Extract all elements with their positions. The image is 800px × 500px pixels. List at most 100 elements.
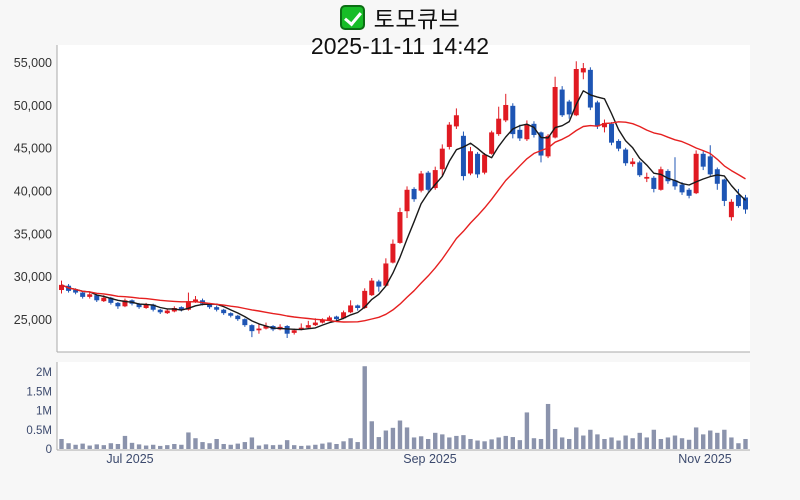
candle-up [305, 325, 311, 328]
candle-down [178, 307, 184, 310]
candle-up [482, 154, 488, 173]
volume-bar [101, 445, 107, 449]
candle-down [679, 184, 685, 193]
price-tick-label: 35,000 [14, 227, 52, 241]
price-tick-label: 40,000 [14, 185, 52, 199]
volume-bar [200, 442, 205, 449]
candle-down [411, 188, 417, 200]
volume-bar [228, 444, 233, 449]
candle-up [383, 263, 389, 286]
month-label: Sep 2025 [403, 452, 457, 466]
volume-bar [665, 437, 671, 449]
volume-bar [538, 438, 544, 449]
volume-bar [193, 438, 198, 449]
candle-down [157, 309, 163, 313]
price-tick-label: 45,000 [14, 142, 52, 156]
candle-up [397, 212, 403, 243]
volume-bar [440, 434, 445, 449]
volume-tick-label: 2M [36, 367, 52, 379]
volume-bar [567, 438, 572, 449]
volume-bar [383, 430, 389, 449]
price-plot-area [57, 45, 750, 352]
volume-bar [256, 445, 262, 449]
candle-down [80, 292, 86, 297]
volume-bar [679, 438, 685, 449]
candle-down [707, 156, 713, 175]
volume-bar [249, 437, 255, 449]
volume-bar [510, 437, 515, 449]
volume-bar [179, 444, 184, 449]
volume-bar [214, 438, 219, 449]
candle-down [743, 197, 748, 210]
candle-down [235, 315, 241, 320]
volume-bar [94, 444, 99, 449]
chart-title-block: 토모큐브 2025-11-11 14:42 [0, 2, 800, 60]
candle-up [390, 243, 396, 263]
volume-bar [87, 445, 92, 449]
volume-bar [468, 438, 473, 449]
volume-bar [581, 435, 586, 449]
price-tick-label: 50,000 [14, 99, 52, 113]
volume-bar [129, 442, 135, 449]
volume-tick-label: 0 [46, 444, 52, 456]
volume-bar [292, 445, 297, 449]
volume-plot-area [57, 362, 750, 450]
candle-down [517, 129, 523, 139]
green-checkbox-icon [339, 4, 365, 30]
volume-bar [454, 435, 459, 449]
candle-up [658, 169, 664, 190]
candle-up [185, 301, 191, 310]
volume-bar [207, 443, 212, 449]
volume-bar [165, 445, 170, 449]
candle-up [503, 104, 509, 121]
candle-down [665, 170, 671, 182]
volume-bar [503, 435, 508, 449]
candle-down [355, 305, 361, 309]
volume-bar [531, 438, 537, 449]
volume-bar [496, 437, 501, 449]
candle-down [73, 290, 79, 293]
volume-bar [108, 443, 114, 449]
candle-up [171, 308, 177, 312]
volume-bar [158, 445, 163, 449]
price-tick-label: 25,000 [14, 313, 52, 327]
candle-up [573, 68, 579, 116]
volume-bar [341, 441, 346, 449]
candle-down [284, 325, 290, 334]
candle-up [192, 299, 198, 303]
candle-up [644, 176, 650, 179]
candle-up [432, 170, 438, 189]
candle-down [94, 295, 100, 301]
volume-tick-label: 0.5M [26, 425, 52, 437]
candle-up [693, 153, 699, 194]
candle-up [256, 328, 262, 331]
candle-up [545, 135, 551, 157]
volume-bar [637, 432, 642, 449]
candle-up [312, 322, 318, 326]
volume-bar [80, 443, 85, 449]
volume-bar [390, 427, 396, 449]
volume-bar [609, 437, 614, 449]
volume-bar [221, 443, 226, 449]
volume-bar [73, 444, 78, 449]
volume-bar [411, 437, 417, 449]
candle-down [700, 153, 706, 167]
candle-up [348, 305, 354, 313]
volume-bar [658, 438, 664, 449]
volume-tick-label: 1M [36, 406, 52, 418]
candle-down [214, 307, 220, 310]
volume-bar [545, 403, 551, 449]
candle-down [672, 180, 678, 187]
candle-up [453, 115, 459, 127]
volume-bar [433, 432, 438, 449]
chart-timestamp: 2025-11-11 14:42 [310, 33, 490, 59]
candle-up [59, 284, 64, 291]
candle-down [376, 281, 382, 287]
volume-bar [425, 438, 431, 449]
volume-bar [651, 429, 657, 449]
volume-bar [122, 435, 128, 449]
candle-up [122, 300, 128, 307]
candle-down [559, 89, 565, 116]
candle-up [143, 304, 149, 309]
